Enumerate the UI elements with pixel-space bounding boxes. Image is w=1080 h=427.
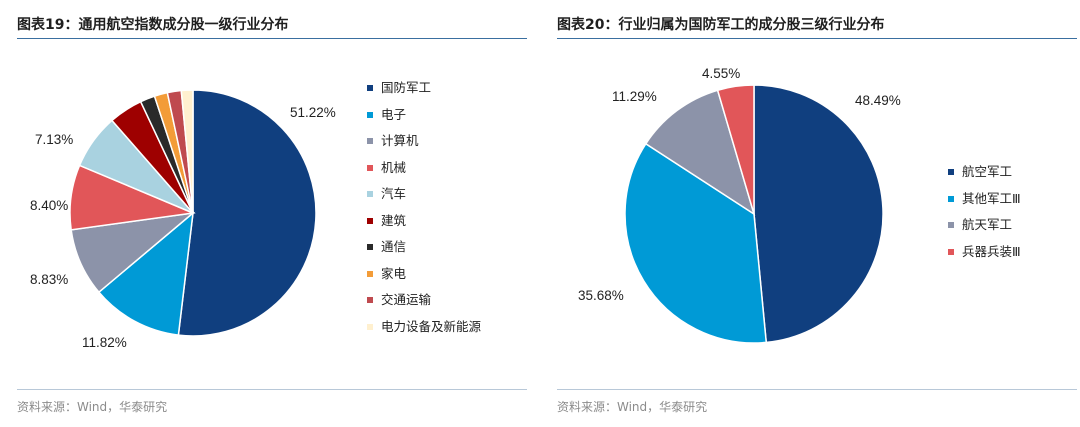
data-label-1: 51.22% <box>290 105 336 120</box>
figure-label: 图表19： <box>17 17 79 33</box>
legend-label: 计算机 <box>381 133 419 148</box>
source-note: 资料来源：Wind，华泰研究 <box>17 400 168 414</box>
title-rule <box>557 38 1077 39</box>
data-label-1: 48.49% <box>855 93 901 108</box>
legend-item: 电子 <box>367 107 481 134</box>
data-label-4: 8.40% <box>30 198 68 213</box>
legend-item: 计算机 <box>367 133 481 160</box>
legend-label: 机械 <box>381 159 407 175</box>
legend-label: 航空军工 <box>962 164 1013 179</box>
figure-20: 图表20：行业归属为国防军工的成分股三级行业分布 48.49% 35.68% 11.… <box>550 0 1080 427</box>
pie-slice-1 <box>177 89 317 337</box>
legend-item: 机械 <box>367 160 481 187</box>
data-label-2: 35.68% <box>578 288 624 303</box>
legend-swatch <box>948 248 954 255</box>
pie-chart-defense-subindustry: 48.49% 35.68% 11.29% 4.55% <box>578 66 901 344</box>
legend-swatch <box>367 270 373 277</box>
legend-swatch <box>948 195 954 202</box>
legend-label: 电力设备及新能源 <box>381 318 482 334</box>
pie-slice-4 <box>716 84 755 215</box>
legend-label: 国防军工 <box>381 80 432 95</box>
pie-slice-3 <box>644 89 756 216</box>
legend-swatch <box>367 297 373 303</box>
legend-label: 其他军工Ⅲ <box>962 190 1021 206</box>
legend-swatch <box>367 191 373 197</box>
legend-item: 电力设备及新能源 <box>367 319 481 346</box>
legend-item: 国防军工 <box>367 80 481 107</box>
source-rule <box>557 389 1077 390</box>
legend-item: 其他军工Ⅲ <box>948 191 1021 218</box>
figure-19: 图表19：通用航空指数成分股一级行业分布 51.22% 11.82% 8.83% 8.… <box>17 14 527 414</box>
legend-item: 航天军工 <box>948 217 1021 244</box>
legend-label: 交通运输 <box>381 292 432 307</box>
pie-slice-2 <box>624 142 768 344</box>
legend-label: 航天军工 <box>962 217 1013 232</box>
data-label-5: 7.13% <box>35 132 73 147</box>
legend-swatch <box>367 164 373 171</box>
figure-title: 图表20：行业归属为国防军工的成分股三级行业分布 <box>557 14 884 34</box>
legend-label: 通信 <box>381 239 407 254</box>
legend-swatch <box>367 111 373 118</box>
title-rule <box>17 38 527 39</box>
figure-label: 图表20： <box>557 17 619 33</box>
source-rule <box>17 389 527 390</box>
legend-item: 建筑 <box>367 213 481 240</box>
legend: 国防军工电子计算机机械汽车建筑通信家电交通运输电力设备及新能源 <box>367 80 481 345</box>
legend: 航空军工其他军工Ⅲ 航天军工兵器兵装Ⅲ <box>948 164 1021 270</box>
legend-swatch <box>367 217 373 224</box>
legend-swatch <box>367 244 373 250</box>
legend-item: 汽车 <box>367 186 481 213</box>
legend-swatch <box>948 169 954 175</box>
data-label-3: 8.83% <box>30 272 68 287</box>
legend-swatch <box>367 323 373 330</box>
legend-swatch <box>948 222 954 228</box>
legend-item: 航空军工 <box>948 164 1021 191</box>
legend-item: 交通运输 <box>367 292 481 319</box>
legend-label: 电子 <box>381 106 407 122</box>
legend-item: 通信 <box>367 239 481 266</box>
legend-item: 兵器兵装Ⅲ <box>948 244 1021 271</box>
figure-title-text: 通用航空指数成分股一级行业分布 <box>78 17 289 33</box>
pie-slice-10 <box>180 89 194 214</box>
data-label-4: 4.55% <box>702 66 740 81</box>
figure-title: 图表19：通用航空指数成分股一级行业分布 <box>17 14 288 34</box>
figure-title-text: 行业归属为国防军工的成分股三级行业分布 <box>618 17 885 33</box>
legend-item: 家电 <box>367 266 481 293</box>
legend-label: 建筑 <box>381 212 407 228</box>
legend-label: 汽车 <box>381 186 407 201</box>
data-label-3: 11.29% <box>612 89 657 104</box>
legend-label: 家电 <box>381 265 407 281</box>
data-label-2: 11.82% <box>82 335 127 350</box>
legend-label: 兵器兵装Ⅲ <box>962 243 1021 259</box>
legend-swatch <box>367 85 373 91</box>
legend-swatch <box>367 138 373 144</box>
source-note: 资料来源：Wind，华泰研究 <box>557 400 708 414</box>
pie-slice-2 <box>97 211 194 336</box>
pie-chart-industry: 51.22% 11.82% 8.83% 8.40% 7.13% <box>30 89 336 350</box>
pie-slice-1 <box>753 84 884 344</box>
